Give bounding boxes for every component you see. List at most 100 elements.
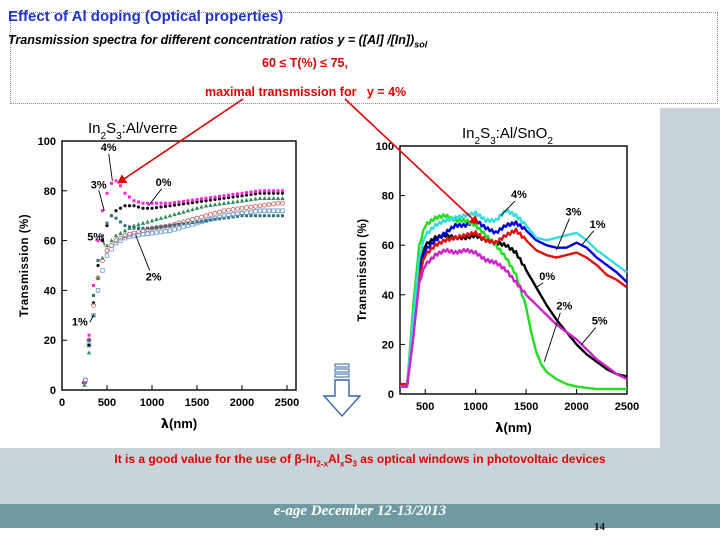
data-point <box>253 209 258 214</box>
series-line <box>400 248 628 388</box>
data-point <box>83 377 88 383</box>
y-tick-label: 0 <box>388 389 394 401</box>
data-point <box>263 214 266 218</box>
chart-title-subscript: 2 <box>547 136 553 147</box>
data-point <box>173 201 176 205</box>
data-point <box>208 202 213 207</box>
data-point <box>163 214 168 219</box>
data-point <box>244 210 249 215</box>
x-axis-label: λ(nm) <box>161 416 197 432</box>
y-tick-label: 100 <box>376 141 394 153</box>
series-label: 5% <box>592 316 608 328</box>
data-point <box>231 195 235 199</box>
data-point <box>253 203 258 209</box>
y-axis-label: Transmission (%) <box>19 214 31 317</box>
data-point <box>245 191 248 195</box>
data-point <box>154 217 159 222</box>
y-tick-label: 0 <box>50 385 56 397</box>
max-suffix: y = 4% <box>366 85 407 99</box>
data-point <box>281 189 284 193</box>
data-point <box>267 214 271 218</box>
data-point <box>275 195 281 200</box>
data-point <box>141 226 145 230</box>
slide-subtitle: Transmission spectra for different conce… <box>8 33 427 50</box>
data-point <box>168 201 172 205</box>
data-point <box>127 234 132 240</box>
data-point <box>230 212 236 217</box>
data-point <box>141 206 145 210</box>
data-point <box>221 208 227 214</box>
data-point <box>257 203 263 209</box>
data-point <box>194 205 200 210</box>
data-point <box>136 205 141 209</box>
data-point <box>227 216 230 220</box>
data-point <box>131 233 137 238</box>
x-axis-unit: (nm) <box>169 416 197 431</box>
data-point <box>267 191 271 195</box>
data-point <box>199 199 204 203</box>
data-point <box>109 243 114 248</box>
data-point <box>123 224 127 228</box>
series-5pct <box>400 248 628 388</box>
conclusion-note: It is a good value for the use of β-In2-… <box>0 452 720 468</box>
x-tick-label: 500 <box>416 401 434 413</box>
x-tick-label: 500 <box>98 397 116 409</box>
x-axis-symbol: λ <box>161 417 169 432</box>
data-point <box>122 233 128 239</box>
y-tick-label: 60 <box>382 240 394 252</box>
series-label: 0% <box>539 271 555 283</box>
note-sub-3: 3 <box>352 459 357 469</box>
note-sub-2: x <box>339 459 345 469</box>
series-label-leader <box>135 235 151 271</box>
chart-title-subscript: 2 <box>101 131 107 142</box>
x-tick-label: 1000 <box>463 401 487 413</box>
series-label-leader <box>581 230 595 246</box>
subtitle-subscript: sol <box>414 39 428 50</box>
data-point <box>244 197 249 202</box>
series-label-leader <box>102 237 105 246</box>
data-point <box>155 226 158 230</box>
data-point <box>275 200 281 206</box>
data-point <box>101 209 104 213</box>
data-point <box>281 214 284 218</box>
data-point <box>257 208 263 213</box>
data-point <box>158 215 164 220</box>
chart-al-verre: In2S3:Al/verre 0 500 1000 1500 2000 2500 0 20 40 6… <box>19 120 299 432</box>
data-point <box>222 196 226 200</box>
data-point <box>222 216 226 220</box>
data-point <box>131 223 137 228</box>
y-tick-label: 100 <box>38 136 56 148</box>
data-point <box>227 193 230 197</box>
data-point <box>87 338 91 342</box>
data-point <box>96 239 100 243</box>
series-5pct <box>83 208 285 383</box>
data-point <box>249 214 253 218</box>
data-point <box>195 220 199 224</box>
data-point <box>136 229 141 235</box>
data-point <box>276 191 280 195</box>
data-point <box>109 238 114 243</box>
data-point <box>272 214 275 218</box>
data-point <box>208 198 213 202</box>
data-point <box>159 225 163 229</box>
data-point <box>158 224 164 230</box>
data-point <box>158 229 164 235</box>
chart-title-part: S <box>480 125 490 142</box>
data-point <box>212 202 218 207</box>
data-point <box>101 234 104 238</box>
data-point <box>145 219 150 224</box>
series-label: 1% <box>590 219 606 231</box>
data-point <box>87 333 91 337</box>
data-point <box>230 207 236 212</box>
series-3pct <box>400 227 628 386</box>
data-point <box>136 222 141 227</box>
data-point <box>254 189 257 193</box>
y-tick-label: 80 <box>44 186 56 198</box>
series-label-leader <box>89 315 94 323</box>
series-label: 4% <box>511 189 527 201</box>
data-point <box>113 240 119 246</box>
y-axis-label: Transmission (%) <box>357 218 369 321</box>
series-label: 1% <box>72 316 88 328</box>
data-point <box>240 194 244 198</box>
